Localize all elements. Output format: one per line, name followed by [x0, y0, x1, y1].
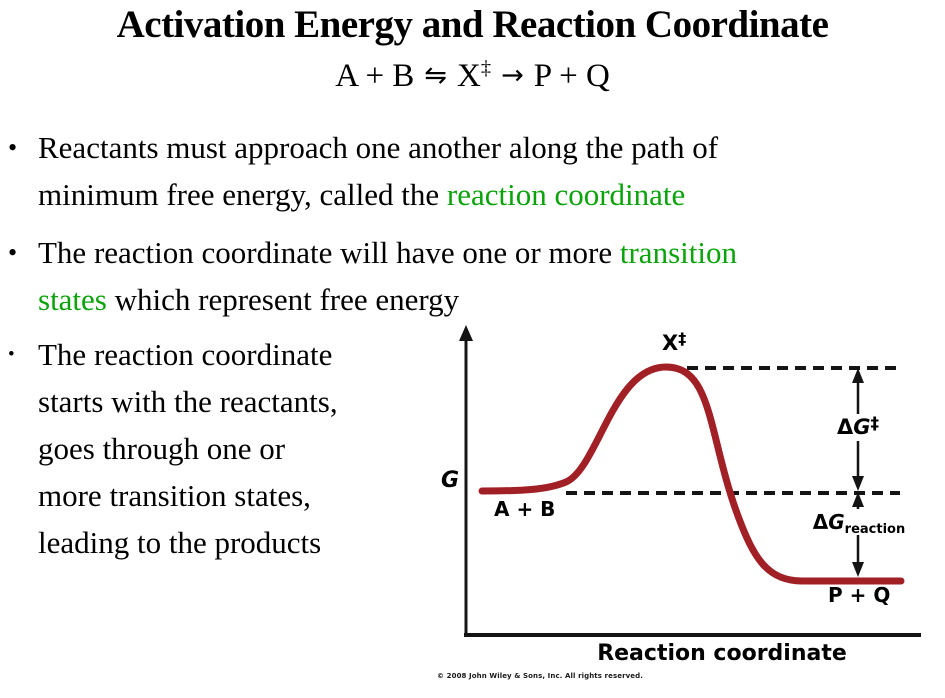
gibbs-g: G: [853, 415, 871, 439]
bullet-item-2: • The reaction coordinate will have one …: [8, 229, 938, 323]
double-dagger-sup: ‡: [678, 329, 687, 348]
bullet-3-line-1: The reaction coordinate: [38, 337, 333, 372]
transition-state-label: X‡: [662, 329, 687, 355]
gibbs-g: G: [828, 510, 845, 534]
equation-intermediate: X: [457, 58, 481, 94]
double-dagger-sup: ‡: [870, 414, 880, 434]
energy-diagram: G A + B X‡ ΔG‡ ΔGreaction P + Q Reaction…: [435, 320, 945, 698]
highlight-transition: transition: [619, 235, 737, 270]
equation-reactants: A + B: [335, 58, 415, 94]
bullet-3-line-2: starts with the reactants,: [38, 384, 338, 419]
bullet-1-line-2-black: minimum free energy, called the: [38, 177, 447, 212]
delta-symbol: Δ: [812, 510, 829, 534]
delta-symbol: Δ: [836, 415, 854, 439]
reaction-equation: A + B ⇋ X‡ → P + Q: [0, 58, 945, 95]
arrow-up-icon: [852, 492, 864, 507]
bullet-1-text: Reactants must approach one another alon…: [38, 124, 718, 218]
bullet-3-line-5: leading to the products: [38, 525, 322, 560]
equation-products: P + Q: [533, 58, 610, 94]
x-axis-label: Reaction coordinate: [597, 641, 847, 666]
highlight-reaction-coordinate: reaction coordinate: [446, 177, 686, 212]
bullet-3-line-4: more transition states,: [38, 478, 311, 513]
activation-energy-label: ΔG‡: [831, 414, 885, 442]
copyright-notice: © 2008 John Wiley & Sons, Inc. All right…: [437, 672, 644, 680]
bullet-2-line-1-black: The reaction coordinate will have one or…: [38, 235, 620, 270]
bullet-icon: •: [8, 344, 15, 365]
arrow-up-icon: [852, 368, 864, 383]
bullet-2-line-2-black: which represent free energy: [106, 282, 460, 317]
bullet-item-1: • Reactants must approach one another al…: [8, 124, 938, 218]
bullet-2-line-2: states which represent free energy: [38, 276, 737, 323]
reaction-energy-label: ΔGreaction: [808, 509, 910, 537]
reaction-subscript: reaction: [844, 522, 906, 537]
bullet-2-text: The reaction coordinate will have one or…: [38, 229, 737, 323]
arrow-down-icon: [852, 562, 864, 577]
bullet-3-text: The reaction coordinate starts with the …: [38, 331, 338, 566]
reactants-label: A + B: [494, 497, 556, 521]
rightwards-arrow-symbol: →: [501, 60, 524, 91]
double-dagger-sup: ‡: [480, 57, 492, 79]
bullet-3-line-3: goes through one or: [38, 431, 286, 466]
y-axis-arrowhead-icon: [459, 325, 473, 341]
arrow-down-icon: [852, 476, 864, 491]
products-label: P + Q: [828, 583, 891, 607]
bullet-icon: •: [8, 238, 18, 267]
reaction-energy-curve: [478, 363, 905, 585]
bullet-icon: •: [8, 133, 18, 162]
equilibrium-harpoon-symbol: ⇋: [424, 60, 447, 91]
bullet-item-3: • The reaction coordinate starts with th…: [8, 331, 438, 566]
bullet-1-line-1: Reactants must approach one another alon…: [38, 130, 719, 165]
y-axis-label: G: [441, 468, 460, 493]
transition-state-x: X: [662, 331, 679, 355]
bullet-1-line-2: minimum free energy, called the reaction…: [38, 171, 718, 218]
slide-title: Activation Energy and Reaction Coordinat…: [116, 3, 829, 46]
highlight-states: states: [38, 282, 107, 317]
bullet-2-line-1: The reaction coordinate will have one or…: [38, 229, 737, 276]
energy-diagram-canvas: [459, 325, 921, 637]
